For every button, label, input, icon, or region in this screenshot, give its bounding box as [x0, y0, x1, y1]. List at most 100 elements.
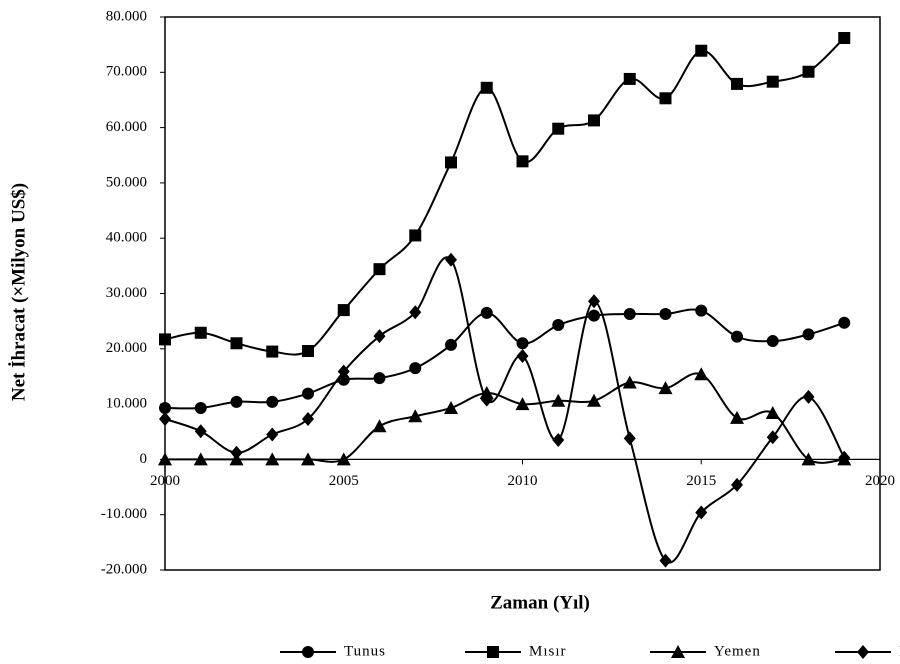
- data-point: [409, 362, 422, 375]
- series-line: [164, 37, 845, 356]
- data-point: [730, 410, 744, 424]
- data-point: [230, 445, 243, 460]
- x-tick-label: 2000: [150, 473, 180, 489]
- legend-label: Yemen: [714, 643, 761, 659]
- data-point: [588, 114, 600, 127]
- data-point: [659, 307, 672, 320]
- data-point: [695, 44, 708, 57]
- data-point: [766, 335, 779, 348]
- data-point: [337, 364, 350, 379]
- legend-marker: [671, 645, 685, 658]
- data-point: [373, 372, 386, 385]
- data-point: [302, 412, 314, 427]
- y-tick-label: 30.000: [106, 285, 147, 301]
- series-line: [165, 372, 845, 464]
- data-point: [587, 393, 601, 407]
- data-point: [372, 419, 387, 433]
- x-tick-label: 2005: [329, 473, 359, 489]
- legend-label: Tunus: [344, 643, 386, 659]
- legend-marker: [857, 645, 869, 659]
- data-point: [194, 401, 207, 414]
- y-tick-label: 0: [140, 451, 148, 467]
- data-point: [838, 450, 851, 465]
- data-point: [408, 409, 423, 423]
- data-point: [302, 345, 314, 358]
- y-tick-label: 10.000: [106, 396, 147, 412]
- data-point: [409, 229, 422, 242]
- data-point: [445, 156, 457, 169]
- y-tick-label: 40.000: [106, 230, 147, 246]
- data-point: [695, 505, 708, 520]
- data-point: [659, 92, 672, 105]
- y-tick-label: 80.000: [106, 8, 147, 24]
- data-point: [765, 405, 780, 419]
- data-point: [731, 477, 743, 492]
- series-line: [164, 308, 845, 410]
- data-point: [301, 452, 315, 466]
- data-point: [588, 294, 600, 309]
- data-point: [552, 319, 565, 332]
- data-point: [695, 304, 708, 317]
- data-point: [552, 122, 565, 135]
- data-point: [373, 329, 386, 344]
- data-point: [445, 338, 457, 351]
- data-point: [838, 32, 851, 45]
- data-point: [159, 412, 171, 427]
- data-point: [159, 333, 171, 346]
- data-point: [480, 392, 493, 407]
- data-point: [194, 326, 207, 339]
- data-point: [588, 309, 600, 322]
- data-point: [658, 381, 673, 395]
- data-point: [552, 433, 565, 448]
- data-point: [838, 316, 851, 329]
- data-point: [444, 400, 458, 414]
- data-point: [193, 452, 208, 466]
- y-tick-label: -10.000: [101, 506, 147, 522]
- data-point: [479, 386, 494, 400]
- x-axis-title: Zaman (Yıl): [490, 592, 590, 613]
- data-point: [302, 387, 314, 400]
- data-point: [230, 337, 243, 350]
- data-point: [409, 305, 422, 320]
- data-point: [694, 367, 709, 381]
- data-point: [159, 401, 171, 414]
- x-tick-label: 2015: [686, 473, 716, 489]
- data-point: [230, 395, 243, 408]
- data-point: [802, 328, 815, 341]
- data-point: [766, 430, 779, 445]
- data-point: [480, 306, 493, 319]
- data-point: [336, 452, 351, 466]
- data-point: [801, 452, 816, 466]
- y-tick-label: -20.000: [101, 561, 147, 577]
- data-point: [516, 348, 529, 363]
- y-tick-label: 50.000: [106, 174, 147, 190]
- data-point: [480, 81, 493, 94]
- data-point: [622, 375, 637, 389]
- data-point: [731, 330, 743, 343]
- data-point: [266, 395, 279, 408]
- data-point: [623, 72, 636, 85]
- x-tick-label: 2020: [865, 473, 895, 489]
- data-point: [623, 307, 636, 320]
- data-point: [445, 252, 457, 267]
- data-point: [802, 65, 815, 78]
- x-tick-label: 2010: [508, 473, 538, 489]
- y-tick-label: 60.000: [106, 119, 147, 135]
- data-point: [766, 75, 779, 88]
- y-axis-title: Net İhracat (×Milyon US$): [8, 183, 29, 401]
- data-point: [516, 337, 529, 350]
- data-point: [516, 155, 529, 168]
- y-tick-label: 20.000: [106, 340, 147, 356]
- data-point: [659, 553, 672, 568]
- data-point: [266, 345, 279, 358]
- data-point: [337, 304, 350, 317]
- legend-label: Mısır: [529, 643, 567, 659]
- data-point: [623, 431, 636, 446]
- y-tick-label: 70.000: [106, 64, 147, 80]
- legend-marker: [302, 646, 314, 658]
- data-point: [802, 389, 815, 404]
- data-point: [158, 452, 172, 466]
- data-point: [731, 77, 743, 90]
- data-point: [266, 427, 279, 442]
